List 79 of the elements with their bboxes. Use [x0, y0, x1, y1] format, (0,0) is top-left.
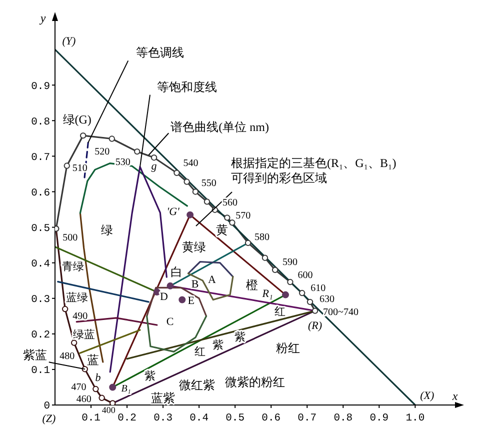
annotation: A [208, 274, 216, 286]
x-axis-title: x [451, 389, 458, 403]
annotation: 550 [201, 177, 216, 188]
x-tick-label: 0.5 [226, 412, 245, 424]
x-tick-label: 0.3 [154, 412, 173, 424]
y-tick-label: 0.6 [31, 187, 50, 200]
annotation: 530 [115, 156, 130, 168]
annotation: 黄 [216, 223, 228, 237]
text: (Z) [42, 413, 56, 425]
y-tick-label: 0.7 [31, 152, 50, 164]
annotation: 黄绿 [182, 240, 206, 254]
annotation: 470 [71, 382, 86, 393]
annotation: B [191, 278, 199, 290]
x-tick-label: 1.0 [406, 412, 425, 424]
y-tick-label: 0.2 [31, 330, 50, 342]
annotation: (R) [308, 320, 322, 332]
annotation: 520 [94, 146, 110, 158]
x-tick-label: 0.4 [190, 412, 209, 424]
annotation: 630 [320, 293, 335, 304]
annotation: 'G' [166, 206, 180, 218]
y-tick-label: 0.5 [31, 223, 50, 235]
annotation: 540 [183, 157, 198, 168]
annotation: 绿(G) [62, 112, 92, 127]
annotation: (Y) [62, 36, 76, 48]
annotation: B₁ [121, 383, 131, 394]
annotation: 510 [72, 162, 88, 174]
annotation: E [188, 294, 195, 307]
annotation: 400 [102, 405, 116, 416]
y-tick-label: 0.4 [31, 258, 50, 271]
annotation: 560 [222, 197, 238, 208]
annotation: 红 [194, 346, 206, 358]
annotation: g [151, 160, 158, 173]
annotation: 紫蓝 [22, 348, 47, 362]
annotation: C [166, 316, 174, 328]
annotation: R₁ [261, 288, 273, 300]
x-tick-label: 0.6 [262, 412, 281, 424]
annotation: 微紫的粉红 [225, 375, 285, 389]
annotation: (X) [420, 390, 435, 402]
annotation: 等饱和度线 [157, 80, 217, 94]
y-tick-label: 0.1 [31, 365, 50, 378]
annotation: 500 [62, 232, 78, 244]
annotation: D [160, 290, 168, 303]
annotation: 微红紫 [179, 378, 215, 392]
annotation: 根据指定的三基色(R₁、G₁、B₁) 可得到的彩色区域 [231, 156, 396, 185]
annotation: 570 [236, 210, 251, 222]
y-tick-label: 0.3 [31, 294, 50, 306]
annotation: 绿 [101, 223, 113, 237]
annotation: 谱色曲线(单位 nm) [170, 120, 269, 134]
annotation: 粉红 [276, 341, 300, 355]
annotation: 红 [274, 306, 286, 318]
annotation: 490 [72, 310, 88, 322]
y-tick-label: 0.9 [31, 80, 50, 93]
annotation: 白 [170, 264, 182, 279]
x-tick-label: 0.2 [118, 412, 136, 424]
annotation: 蓝紫 [151, 391, 175, 405]
y-axis-title: y [39, 11, 46, 25]
annotation: 紫 [144, 370, 156, 382]
annotation: b [95, 372, 102, 384]
annotation: 紫 [234, 330, 246, 344]
annotation: 600 [298, 270, 313, 281]
annotation: 等色调线 [136, 46, 184, 60]
annotation: 460 [76, 393, 92, 404]
annotation: 青绿 [62, 260, 84, 273]
annotation: 590 [282, 256, 298, 268]
x-tick-label: 0.1 [82, 412, 100, 424]
annotation: 610 [310, 282, 326, 294]
annotation: 480 [60, 350, 75, 362]
annotation: 580 [254, 231, 270, 242]
y-tick-label: 0.8 [31, 116, 50, 128]
x-tick-label: 0.8 [334, 412, 353, 424]
annotation: 紫 [212, 338, 224, 352]
x-tick-label: 0.7 [298, 412, 317, 424]
annotation: 700~740 [323, 306, 358, 318]
annotation: 橙 [246, 278, 258, 292]
annotation: 蓝绿 [66, 291, 88, 304]
annotation: 蓝 [87, 353, 99, 367]
x-tick-label: 0.9 [370, 412, 389, 424]
annotation: 绿蓝 [73, 328, 95, 341]
y-tick-label: 0 [44, 400, 50, 413]
